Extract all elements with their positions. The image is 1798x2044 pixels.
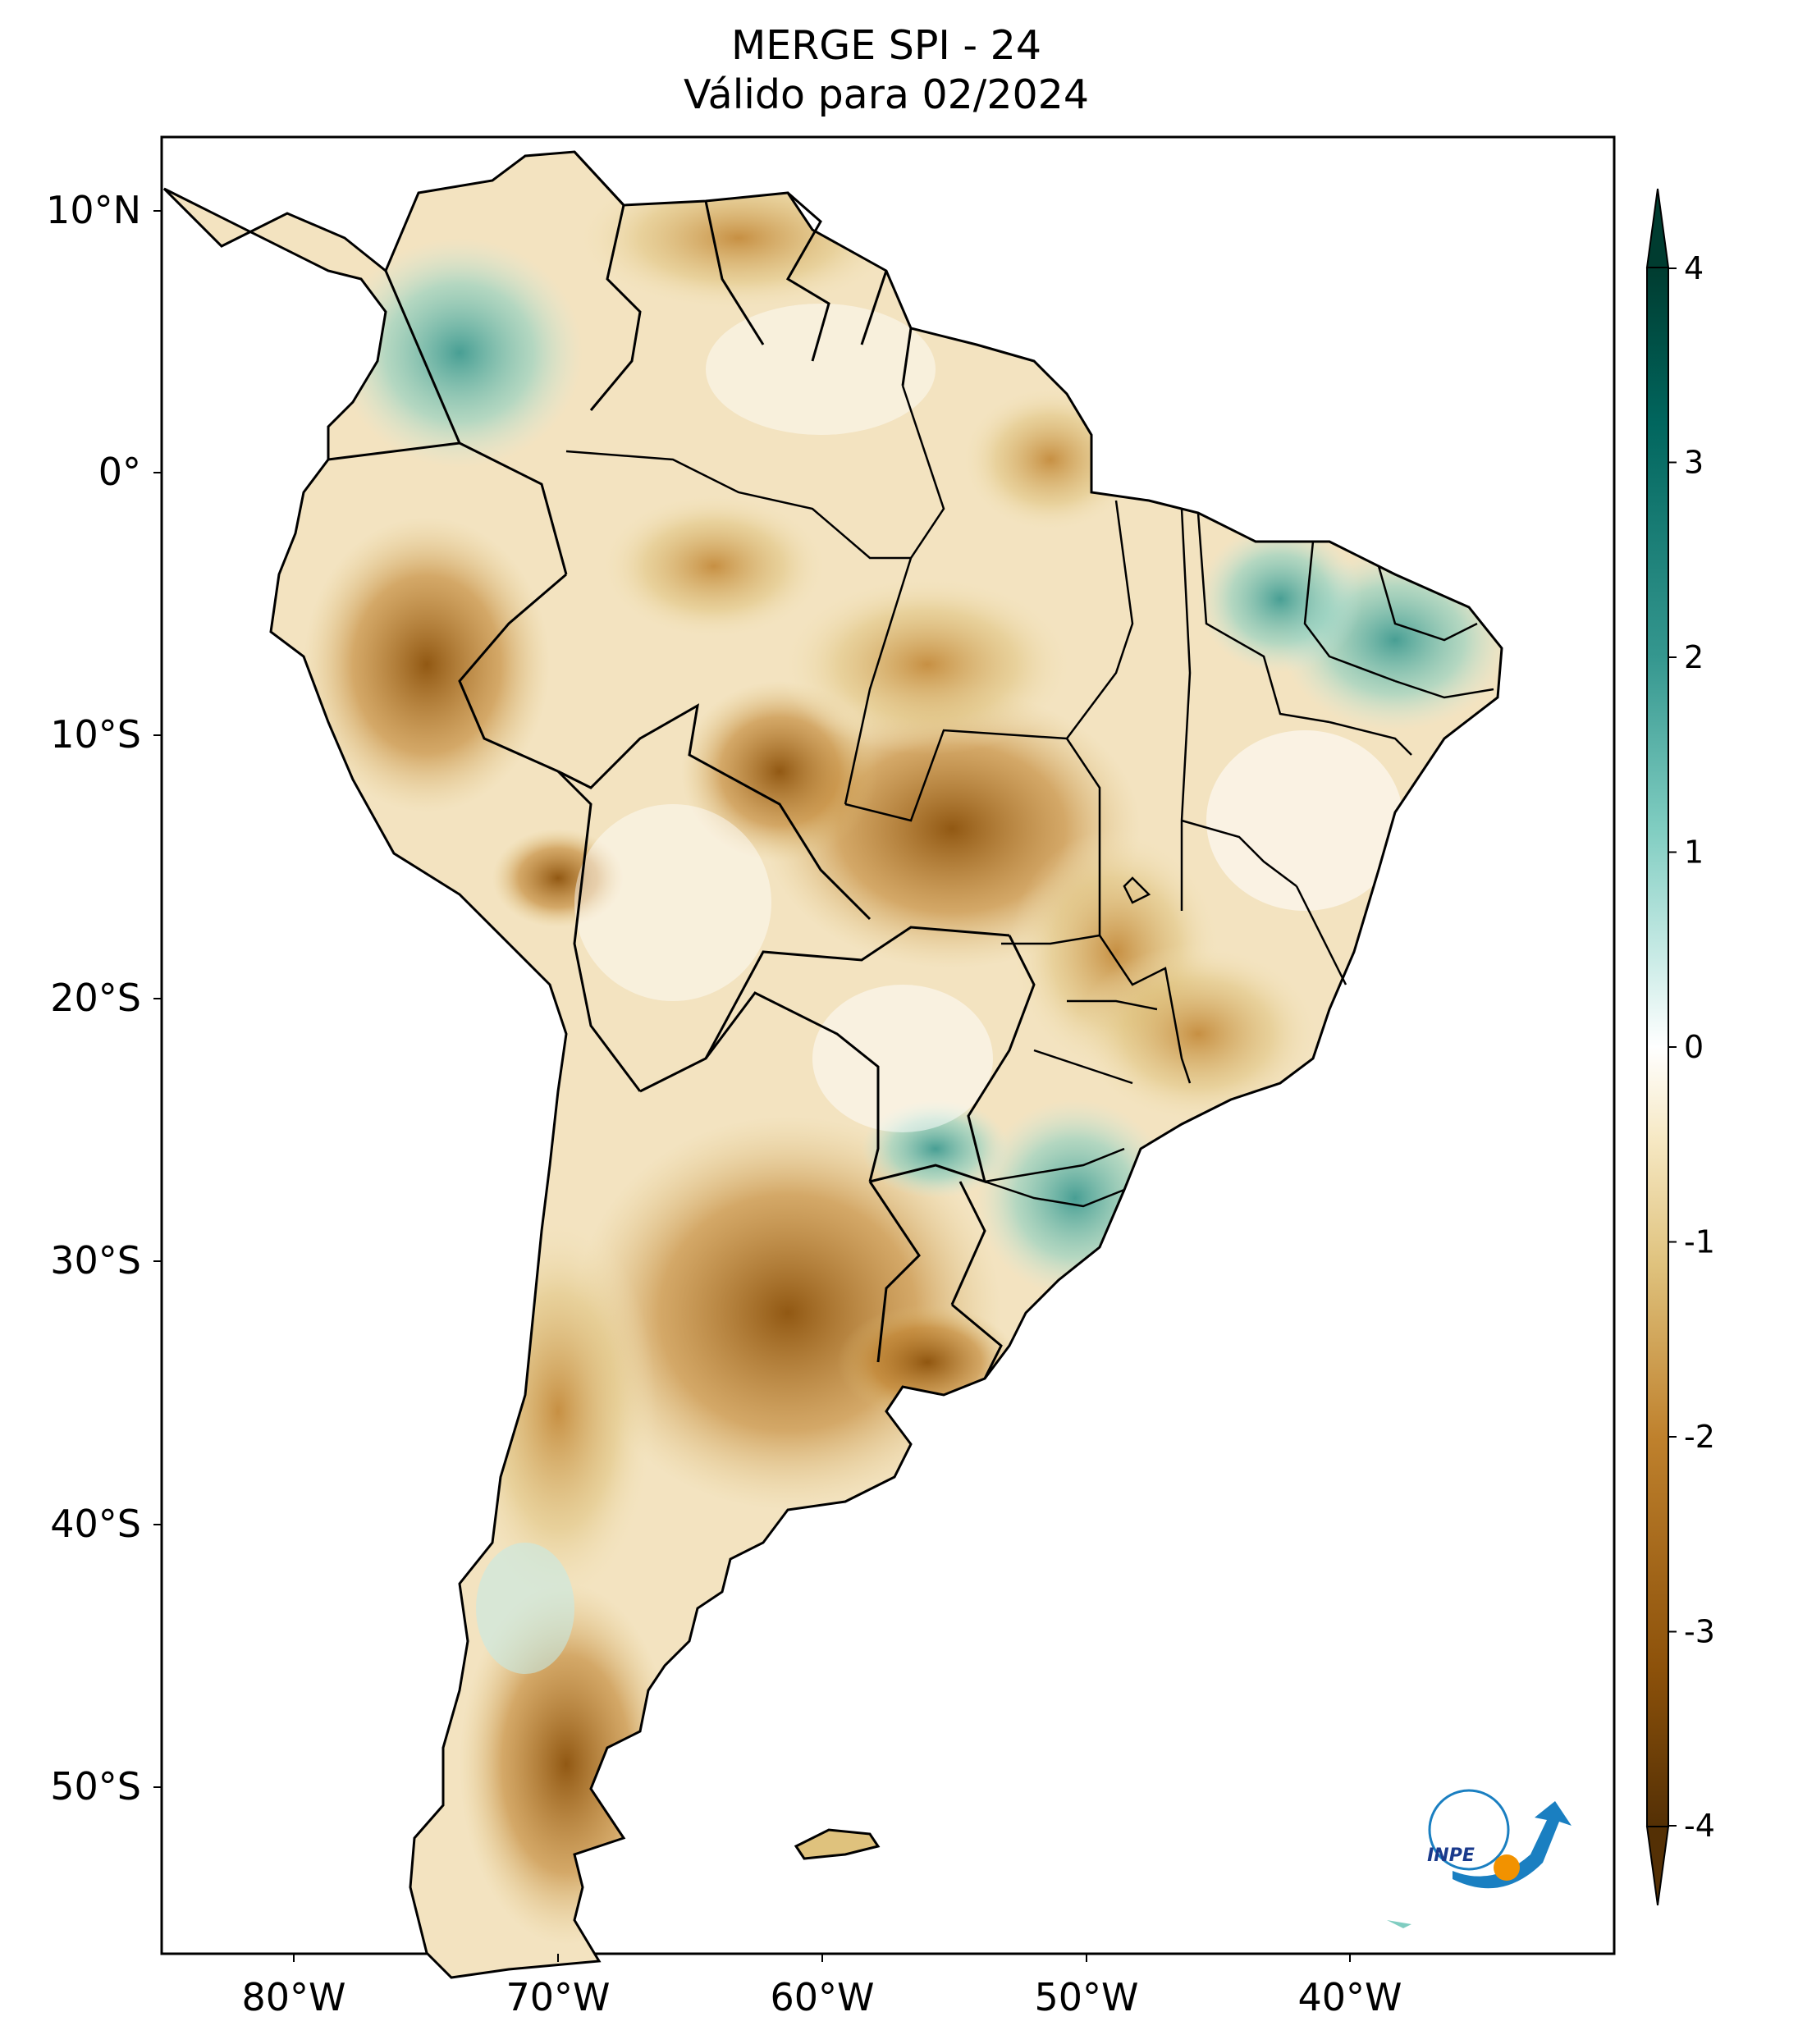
colorbar-max-arrow bbox=[1645, 188, 1670, 268]
lon-label: 50°W bbox=[1034, 1975, 1138, 2019]
colorbar-label: 4 bbox=[1684, 250, 1704, 286]
south-georgia-island bbox=[1387, 1920, 1411, 1928]
lon-label: 80°W bbox=[241, 1975, 345, 2019]
lat-label: 30°S bbox=[50, 1238, 141, 1283]
colorbar-label: 2 bbox=[1684, 639, 1704, 675]
lat-label: 20°S bbox=[50, 976, 141, 1020]
lat-label: 50°S bbox=[50, 1764, 141, 1809]
colorbar-label: 3 bbox=[1684, 445, 1704, 481]
colorbar-label: -1 bbox=[1684, 1224, 1715, 1260]
map-title-line2: Válido para 02/2024 bbox=[684, 71, 1089, 118]
lat-label: 10°S bbox=[50, 712, 141, 757]
colorbar-label: -2 bbox=[1684, 1419, 1715, 1455]
logo-text: INPE bbox=[1427, 1845, 1475, 1866]
lon-label: 40°W bbox=[1297, 1975, 1402, 2019]
country-borders bbox=[327, 150, 1036, 1379]
map-title-line1: MERGE SPI - 24 bbox=[731, 22, 1041, 69]
lat-ticks: 10°N 0° 10°S 20°S 30°S 40°S 50°S bbox=[46, 188, 162, 1809]
logo-sun-icon bbox=[1494, 1854, 1520, 1881]
lat-label: 40°S bbox=[50, 1502, 141, 1546]
colorbar-label: -4 bbox=[1684, 1808, 1715, 1844]
colorbar-label: -3 bbox=[1684, 1614, 1715, 1650]
colorbar: 4 3 2 1 0 -1 -2 -3 -4 bbox=[1645, 188, 1715, 1906]
colorbar-label: 0 bbox=[1684, 1029, 1704, 1065]
colorbar-min-arrow bbox=[1645, 1826, 1670, 1906]
lat-label: 0° bbox=[98, 450, 141, 494]
inpe-logo: INPE bbox=[1427, 1789, 1572, 1889]
colorbar-scale bbox=[1646, 267, 1669, 1827]
colorbar-label: 1 bbox=[1684, 835, 1704, 871]
lon-ticks: 80°W 70°W 60°W 50°W 40°W bbox=[241, 1954, 1402, 2019]
lon-label: 60°W bbox=[770, 1975, 874, 2019]
falkland-islands bbox=[794, 1828, 881, 1860]
lon-label: 70°W bbox=[506, 1975, 610, 2019]
lat-label: 10°N bbox=[46, 188, 141, 232]
state-borders bbox=[565, 385, 1494, 1208]
logo-ring-icon bbox=[1428, 1789, 1510, 1871]
